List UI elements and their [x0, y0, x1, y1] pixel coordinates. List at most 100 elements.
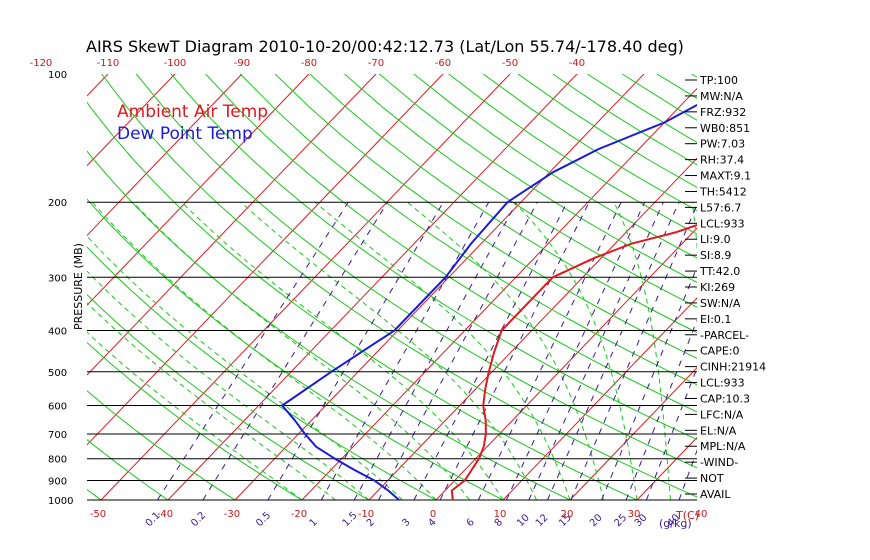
legend-ambient-air-temp: Ambient Air Temp [117, 102, 268, 122]
top-temp-tick-label: -50 [502, 58, 518, 69]
top-temp-tick-label: -60 [435, 58, 451, 69]
stability-indices: TP:100 MW:N/A FRZ:932 WB0:851 PW:7.03 RH:37.4… [685, 74, 766, 501]
isotherm-line [87, 74, 310, 306]
index-label: SW:N/A [700, 297, 741, 310]
pressure-tick-label: 800 [48, 455, 67, 466]
grid-lines [0, 74, 870, 500]
x-axis-label: T(C) [675, 509, 699, 522]
mixing-ratio-label: 20 [588, 512, 605, 529]
mixing-ratio-label: 12 [534, 512, 551, 529]
isotherm-line [0, 74, 41, 500]
isotherm-line [368, 157, 697, 500]
isotherm-line [838, 74, 870, 500]
dry-adiabat [87, 246, 437, 500]
temperature-line [450, 223, 697, 500]
index-label: TP:100 [699, 74, 738, 87]
index-label: CAPE:0 [700, 345, 740, 358]
pressure-tick-label: 300 [48, 273, 67, 284]
mixing-ratio-label: 10 [515, 512, 532, 529]
moist-adiabat [314, 201, 571, 500]
isotherm-line [234, 74, 645, 500]
mixing-ratio-unit: (g/kg) [659, 517, 692, 530]
chart-title: AIRS SkewT Diagram 2010-10-20/00:42:12.7… [86, 37, 684, 56]
bottom-temp-tick-label: 40 [695, 509, 708, 520]
mixing-ratio-label: 1.5 [341, 510, 360, 529]
isotherm-line [100, 74, 511, 500]
mixing-ratio-label: 4 [426, 517, 438, 529]
mixing-ratio-line [157, 201, 349, 500]
dry-adiabat [87, 390, 236, 500]
pressure-tick-label: 900 [48, 477, 67, 488]
dry-adiabat [726, 74, 870, 500]
mixing-ratio-label: 6 [465, 517, 477, 529]
index-label: L57:6.7 [700, 201, 741, 214]
top-temp-tick-label: -40 [569, 58, 585, 69]
index-label: MAXT:9.1 [700, 170, 751, 183]
moist-adiabat [87, 235, 403, 500]
dry-adiabat [309, 74, 697, 334]
mixing-ratio-line [645, 366, 697, 500]
dry-adiabat [0, 74, 34, 500]
dewpoint-line [281, 103, 697, 500]
dry-adiabat [87, 293, 370, 500]
index-label: CAP:10.3 [700, 392, 750, 405]
index-label: TT:42.0 [699, 265, 740, 278]
mixing-ratio-line [267, 201, 444, 500]
isotherm-line [301, 87, 697, 500]
mixing-ratio-line [320, 201, 490, 500]
isotherm-line [87, 74, 176, 167]
dry-adiabat [344, 74, 697, 308]
x-axis-label-group: T(C) (g/kg) [659, 509, 699, 530]
dry-adiabat [87, 439, 169, 500]
index-label: PW:7.03 [700, 138, 745, 151]
bottom-temp-tick-label: 0 [430, 509, 436, 520]
dry-adiabat [761, 74, 870, 500]
pressure-tick-label: 1000 [48, 496, 73, 507]
dry-adiabat [448, 74, 697, 235]
pressure-tick-label: 700 [48, 430, 67, 441]
bottom-temp-tick-label: -30 [224, 509, 240, 520]
index-label: LI:9.0 [700, 233, 731, 246]
index-label: NOT [700, 472, 724, 485]
index-label: SI:8.9 [700, 249, 731, 262]
profile-lines [281, 103, 697, 500]
legend-dew-point-temp: Dew Point Temp [117, 124, 253, 144]
index-label: -WIND- [700, 456, 738, 469]
isotherm-line [771, 74, 870, 500]
dry-adiabat [621, 74, 697, 121]
index-label: EL:N/A [700, 424, 737, 437]
dry-adiabat [205, 74, 697, 413]
moist-adiabat [181, 201, 504, 500]
bottom-temp-tick-label: -40 [157, 509, 173, 520]
top-temp-tick-label: -80 [301, 58, 317, 69]
index-label: LCL:933 [700, 377, 745, 390]
isotherm-line [569, 366, 697, 500]
index-label: KI:269 [700, 281, 735, 294]
pressure-tick-label: 400 [48, 326, 67, 337]
index-label: WB0:851 [700, 122, 750, 135]
index-label: LFC:N/A [700, 408, 744, 421]
mixing-ratio-label: 3 [400, 517, 412, 529]
mixing-ratio-line [413, 202, 568, 500]
index-label: MPL:N/A [700, 440, 746, 453]
dry-adiabat [87, 341, 303, 500]
dry-adiabat [87, 101, 638, 500]
moist-adiabat [132, 201, 470, 500]
mixing-ratio-line [353, 201, 518, 500]
mixing-ratio-line [528, 202, 664, 500]
mixing-ratio-line [202, 201, 388, 500]
pressure-tick-label: 100 [48, 70, 67, 81]
index-label: LCL:933 [700, 217, 745, 230]
pressure-tick-label: 500 [48, 368, 67, 379]
index-label: CINH:21914 [700, 361, 766, 374]
dry-adiabat [830, 74, 870, 500]
mixing-ratio-line [477, 202, 622, 500]
index-label: FRZ:932 [700, 106, 746, 119]
y-axis-label: PRESSURE (MB) [72, 243, 85, 330]
dry-adiabat [135, 74, 697, 469]
index-label: AVAIL [700, 488, 731, 501]
index-label: -PARCEL- [700, 329, 749, 342]
moist-adiabat [738, 202, 754, 500]
mixing-ratio-label: 1 [308, 517, 320, 529]
